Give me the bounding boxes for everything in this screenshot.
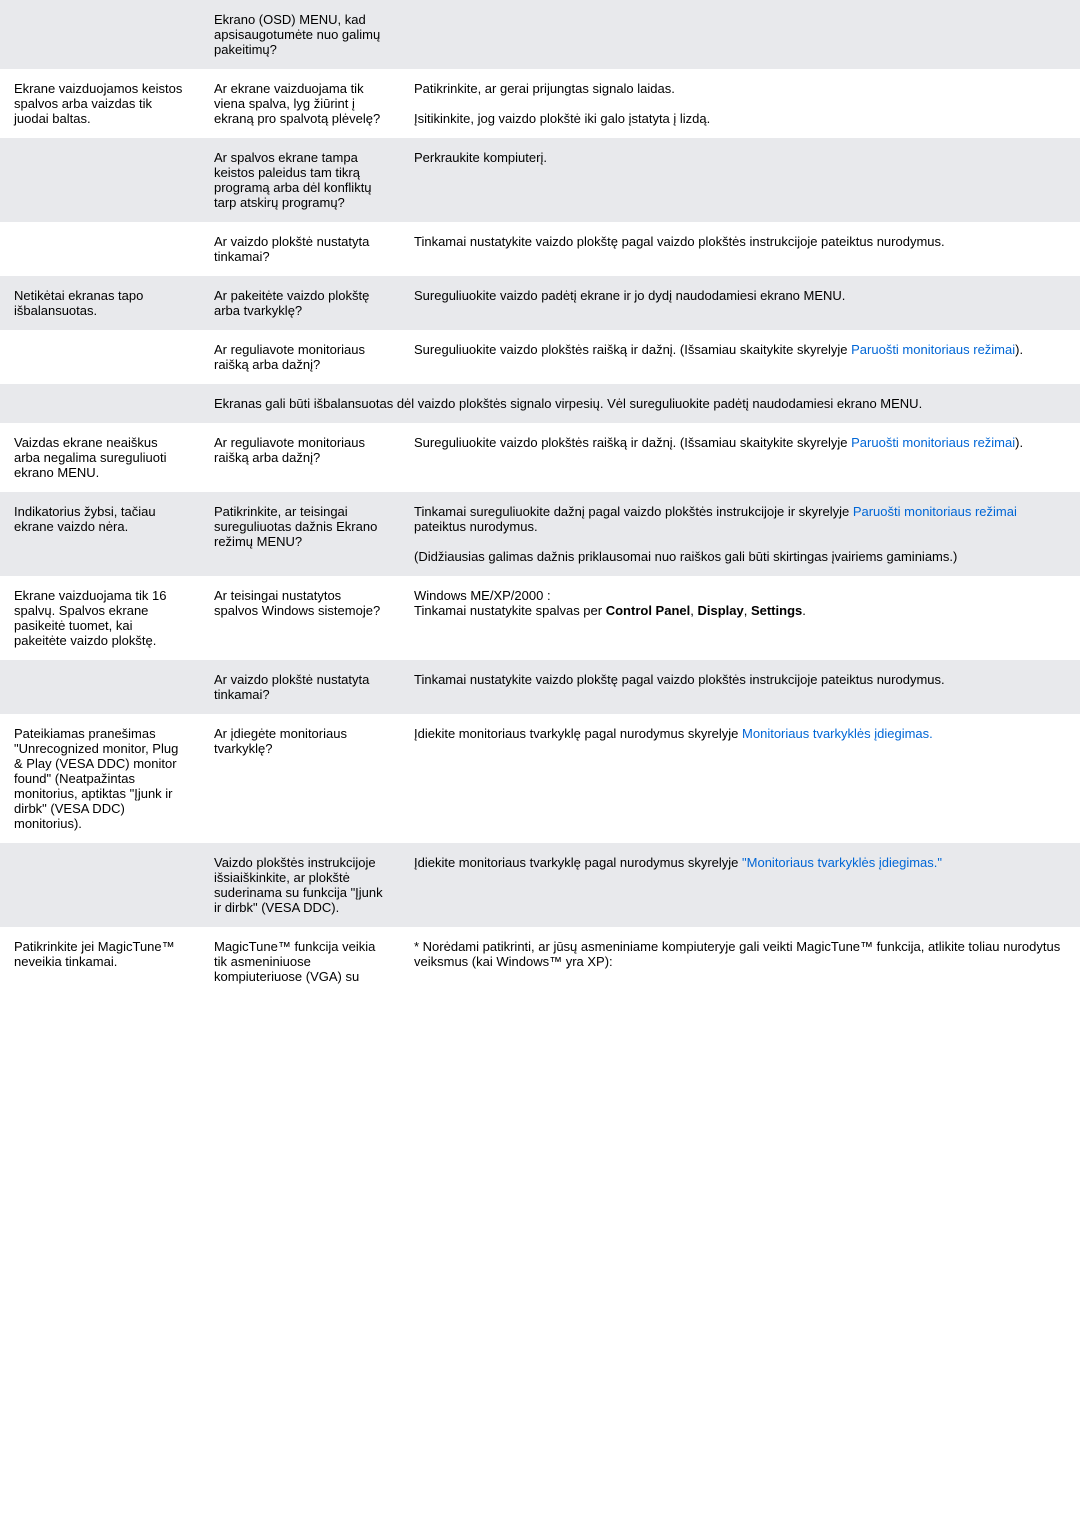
question-cell: Ar vaizdo plokštė nustatyta tinkamai?	[200, 222, 400, 276]
solution-cell	[400, 0, 1080, 69]
solution-cell: Įdiekite monitoriaus tvarkyklę pagal nur…	[400, 714, 1080, 843]
solution-cell: * Norėdami patikrinti, ar jūsų asmeninia…	[400, 927, 1080, 996]
table-row: Patikrinkite jei MagicTune™ neveikia tin…	[0, 927, 1080, 996]
question-cell: Ar reguliavote monitoriaus raišką arba d…	[200, 423, 400, 492]
table-row: Ekrano (OSD) MENU, kad apsisaugotumėte n…	[0, 0, 1080, 69]
table-row: Vaizdo plokštės instrukcijoje išsiaiškin…	[0, 843, 1080, 927]
problem-cell	[0, 660, 200, 714]
solution-cell: Sureguliuokite vaizdo padėtį ekrane ir j…	[400, 276, 1080, 330]
question-cell: Ar spalvos ekrane tampa keistos paleidus…	[200, 138, 400, 222]
problem-cell	[0, 0, 200, 69]
question-cell: Ar pakeitėte vaizdo plokštę arba tvarkyk…	[200, 276, 400, 330]
question-cell: Vaizdo plokštės instrukcijoje išsiaiškin…	[200, 843, 400, 927]
question-cell: Ar reguliavote monitoriaus raišką arba d…	[200, 330, 400, 384]
problem-cell: Pateikiamas pranešimas "Unrecognized mon…	[0, 714, 200, 843]
problem-cell: Ekrane vaizduojama tik 16 spalvų. Spalvo…	[0, 576, 200, 660]
problem-cell	[0, 138, 200, 222]
table-row: Ar spalvos ekrane tampa keistos paleidus…	[0, 138, 1080, 222]
question-cell: Ekrano (OSD) MENU, kad apsisaugotumėte n…	[200, 0, 400, 69]
question-cell: Ar ekrane vaizduojama tik viena spalva, …	[200, 69, 400, 138]
troubleshooting-table: Ekrano (OSD) MENU, kad apsisaugotumėte n…	[0, 0, 1080, 996]
table-row: Ekranas gali būti išbalansuotas dėl vaiz…	[0, 384, 1080, 423]
question-cell: Patikrinkite, ar teisingai sureguliuotas…	[200, 492, 400, 576]
table-row: Ekrane vaizduojamos keistos spalvos arba…	[0, 69, 1080, 138]
table-row: Pateikiamas pranešimas "Unrecognized mon…	[0, 714, 1080, 843]
table-row: Ar reguliavote monitoriaus raišką arba d…	[0, 330, 1080, 384]
table-row: Ar vaizdo plokštė nustatyta tinkamai?Tin…	[0, 660, 1080, 714]
solution-cell: Windows ME/XP/2000 :Tinkamai nustatykite…	[400, 576, 1080, 660]
solution-cell: Ekranas gali būti išbalansuotas dėl vaiz…	[200, 384, 1080, 423]
solution-cell: Tinkamai nustatykite vaizdo plokštę paga…	[400, 660, 1080, 714]
problem-cell	[0, 330, 200, 384]
table-row: Vaizdas ekrane neaiškus arba negalima su…	[0, 423, 1080, 492]
solution-cell: Perkraukite kompiuterį.	[400, 138, 1080, 222]
table-row: Indikatorius žybsi, tačiau ekrane vaizdo…	[0, 492, 1080, 576]
problem-cell: Ekrane vaizduojamos keistos spalvos arba…	[0, 69, 200, 138]
problem-cell: Patikrinkite jei MagicTune™ neveikia tin…	[0, 927, 200, 996]
problem-cell	[0, 222, 200, 276]
problem-cell	[0, 384, 200, 423]
problem-cell: Netikėtai ekranas tapo išbalansuotas.	[0, 276, 200, 330]
solution-cell: Sureguliuokite vaizdo plokštės raišką ir…	[400, 423, 1080, 492]
solution-cell: Tinkamai nustatykite vaizdo plokštę paga…	[400, 222, 1080, 276]
question-cell: Ar įdiegėte monitoriaus tvarkyklę?	[200, 714, 400, 843]
problem-cell: Vaizdas ekrane neaiškus arba negalima su…	[0, 423, 200, 492]
solution-cell: Sureguliuokite vaizdo plokštės raišką ir…	[400, 330, 1080, 384]
problem-cell: Indikatorius žybsi, tačiau ekrane vaizdo…	[0, 492, 200, 576]
table-row: Ekrane vaizduojama tik 16 spalvų. Spalvo…	[0, 576, 1080, 660]
table-row: Netikėtai ekranas tapo išbalansuotas.Ar …	[0, 276, 1080, 330]
question-cell: Ar teisingai nustatytos spalvos Windows …	[200, 576, 400, 660]
table-row: Ar vaizdo plokštė nustatyta tinkamai?Tin…	[0, 222, 1080, 276]
question-cell: MagicTune™ funkcija veikia tik asmeniniu…	[200, 927, 400, 996]
problem-cell	[0, 843, 200, 927]
solution-cell: Tinkamai sureguliuokite dažnį pagal vaiz…	[400, 492, 1080, 576]
solution-cell: Patikrinkite, ar gerai prijungtas signal…	[400, 69, 1080, 138]
solution-cell: Įdiekite monitoriaus tvarkyklę pagal nur…	[400, 843, 1080, 927]
question-cell: Ar vaizdo plokštė nustatyta tinkamai?	[200, 660, 400, 714]
